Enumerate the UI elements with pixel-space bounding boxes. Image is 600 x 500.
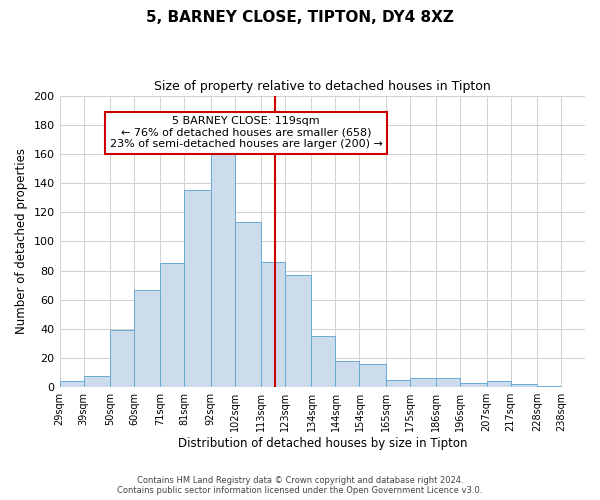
Bar xyxy=(410,378,436,387)
Bar xyxy=(160,264,184,387)
Text: 5 BARNEY CLOSE: 119sqm
← 76% of detached houses are smaller (658)
23% of semi-de: 5 BARNEY CLOSE: 119sqm ← 76% of detached… xyxy=(110,116,383,149)
Bar xyxy=(460,383,487,387)
Bar xyxy=(285,275,311,387)
Bar xyxy=(59,382,83,387)
Bar xyxy=(110,330,134,387)
Bar xyxy=(511,384,537,387)
Bar xyxy=(436,378,460,387)
Bar xyxy=(211,154,235,387)
Bar xyxy=(487,382,511,387)
Bar xyxy=(335,361,359,387)
Y-axis label: Number of detached properties: Number of detached properties xyxy=(15,148,28,334)
Bar xyxy=(261,262,285,387)
Text: 5, BARNEY CLOSE, TIPTON, DY4 8XZ: 5, BARNEY CLOSE, TIPTON, DY4 8XZ xyxy=(146,10,454,25)
Bar xyxy=(386,380,410,387)
Bar xyxy=(235,222,261,387)
X-axis label: Distribution of detached houses by size in Tipton: Distribution of detached houses by size … xyxy=(178,437,467,450)
Bar xyxy=(537,386,561,387)
Bar xyxy=(184,190,211,387)
Bar xyxy=(83,376,110,387)
Bar xyxy=(311,336,335,387)
Bar xyxy=(134,290,160,387)
Text: Contains HM Land Registry data © Crown copyright and database right 2024.
Contai: Contains HM Land Registry data © Crown c… xyxy=(118,476,482,495)
Bar xyxy=(359,364,386,387)
Title: Size of property relative to detached houses in Tipton: Size of property relative to detached ho… xyxy=(154,80,491,93)
